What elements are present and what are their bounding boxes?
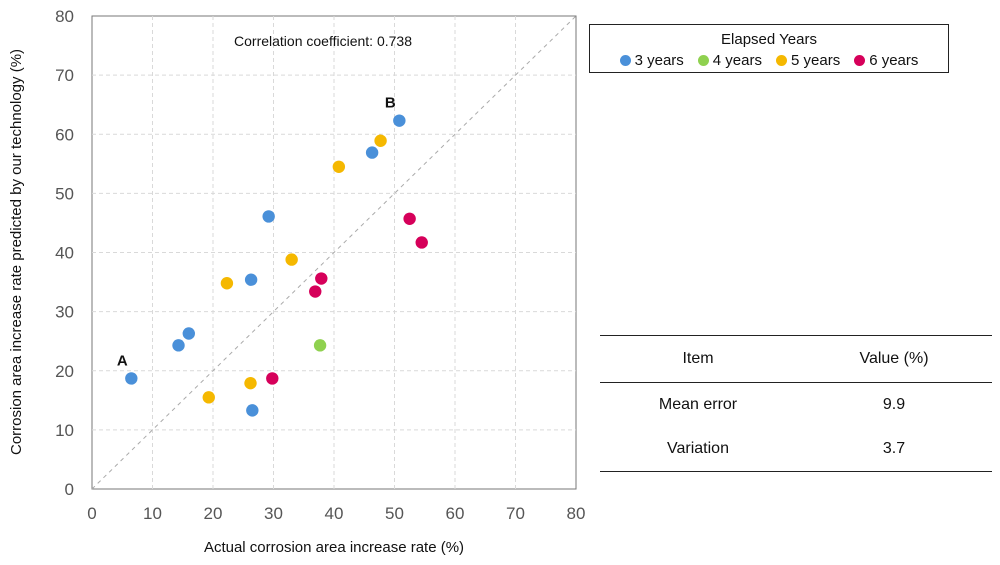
y-tick-label: 70 bbox=[55, 66, 74, 85]
table-header-row: Item Value (%) bbox=[600, 335, 992, 383]
data-point-3-years bbox=[172, 339, 185, 352]
data-point-5-years bbox=[332, 160, 346, 173]
x-tick-label: 80 bbox=[567, 504, 586, 523]
legend-swatch bbox=[697, 55, 709, 66]
y-tick-label: 0 bbox=[65, 480, 74, 499]
legend-label: 5 years bbox=[791, 52, 841, 69]
legend-item: 3 years bbox=[619, 52, 684, 69]
legend-swatch bbox=[854, 55, 866, 66]
y-tick-label: 40 bbox=[55, 244, 74, 263]
table-cell-item: Mean error bbox=[658, 396, 738, 413]
legend-swatch bbox=[776, 55, 787, 66]
table-cell-item: Variation bbox=[600, 427, 796, 472]
y-tick-labels: 0 10 20 30 40 50 60 70 80 bbox=[55, 7, 74, 499]
x-tick-label: 40 bbox=[325, 504, 344, 523]
y-tick-label: 50 bbox=[55, 184, 74, 203]
y-tick-label: 60 bbox=[55, 125, 74, 144]
y-tick-label: 30 bbox=[55, 303, 74, 322]
y-tick-label: 20 bbox=[55, 362, 74, 381]
x-tick-label: 0 bbox=[87, 504, 96, 523]
data-point-6-years bbox=[403, 212, 416, 225]
table-cell-value: 3.7 bbox=[796, 427, 992, 472]
y-tick-label: 80 bbox=[55, 7, 74, 26]
data-point-6-years bbox=[415, 236, 428, 249]
legend-swatch bbox=[619, 55, 631, 66]
legend-item: 4 years bbox=[697, 52, 762, 69]
data-point-5-years bbox=[244, 376, 257, 390]
y-tick-label: 10 bbox=[55, 421, 74, 440]
legend: Elapsed Years 3 years 4 years 5 years 6 yea… bbox=[589, 24, 949, 73]
y-axis-title: Corrosion area increase rate predicted b… bbox=[8, 49, 25, 455]
data-point-6-years bbox=[309, 285, 322, 298]
x-tick-label: 30 bbox=[264, 504, 283, 523]
point-labels: AB bbox=[117, 95, 396, 370]
table-row: Mean error 9.9 bbox=[600, 383, 992, 428]
data-point-3-years bbox=[365, 146, 379, 159]
table-cell-value: 9.9 bbox=[882, 396, 906, 413]
legend-label: 6 years bbox=[869, 52, 919, 69]
data-point-3-years bbox=[182, 327, 195, 340]
data-point-6-years bbox=[315, 272, 328, 285]
table-header-value: Value (%) bbox=[796, 335, 992, 383]
data-point-3-years bbox=[262, 210, 275, 223]
data-points bbox=[125, 114, 428, 417]
point-label-A: A bbox=[117, 352, 128, 369]
legend-label: 3 years bbox=[634, 52, 684, 69]
table-header-item: Item bbox=[600, 335, 796, 383]
table-row: Variation 3.7 bbox=[600, 427, 992, 472]
data-point-3-years bbox=[125, 372, 138, 385]
x-tick-label: 60 bbox=[446, 504, 465, 523]
grid-lines bbox=[92, 16, 576, 489]
legend-item: 5 years bbox=[776, 52, 840, 69]
legend-items: 3 years 4 years 5 years 6 years bbox=[590, 52, 948, 69]
stats-table: Item Value (%) Mean error 9.9 Variation … bbox=[600, 335, 992, 472]
legend-label: 4 years bbox=[712, 52, 762, 69]
legend-item: 6 years bbox=[854, 52, 918, 69]
data-point-3-years bbox=[393, 114, 406, 127]
data-point-5-years bbox=[374, 134, 387, 147]
reference-line bbox=[91, 15, 577, 490]
legend-title: Elapsed Years bbox=[721, 31, 817, 48]
x-axis-title: Actual corrosion area increase rate (%) bbox=[204, 539, 464, 556]
x-tick-labels: 0 10 20 30 40 50 60 70 80 bbox=[87, 504, 585, 523]
x-tick-label: 70 bbox=[506, 504, 525, 523]
x-tick-label: 10 bbox=[143, 504, 162, 523]
data-point-6-years bbox=[266, 372, 279, 385]
data-point-5-years bbox=[202, 391, 215, 404]
x-tick-label: 20 bbox=[204, 504, 223, 523]
data-point-5-years bbox=[220, 277, 234, 290]
point-label-B: B bbox=[385, 95, 396, 112]
data-point-3-years bbox=[246, 404, 259, 417]
data-point-3-years bbox=[244, 273, 258, 286]
data-point-5-years bbox=[285, 253, 298, 266]
data-point-4-years bbox=[313, 339, 327, 352]
correlation-annotation: Correlation coefficient: 0.738 bbox=[234, 33, 412, 49]
x-tick-label: 50 bbox=[385, 504, 404, 523]
